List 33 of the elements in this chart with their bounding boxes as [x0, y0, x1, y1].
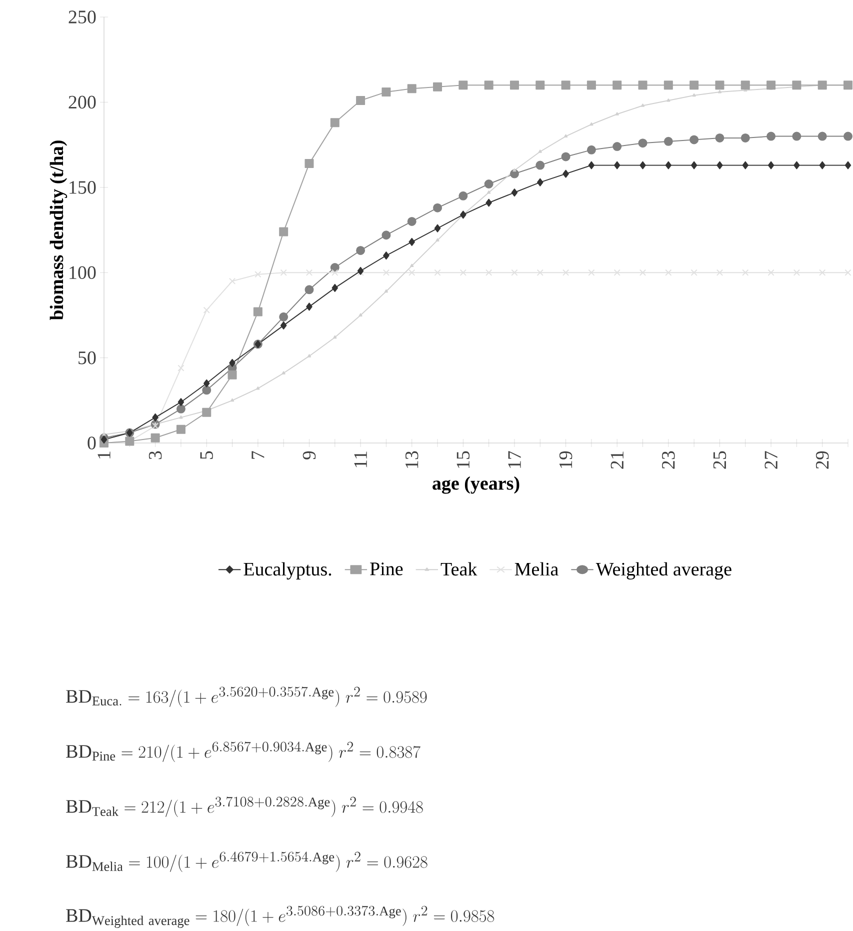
legend-label: Eucalyptus.: [244, 562, 332, 580]
legend-label: Melia: [514, 562, 558, 576]
text: $\mathrm{BD}_{\mathrm{Melia}} = 100 / ( 1 + e^{6.4679 + 1.5654.\mathrm{Age}})\ r^{2} = 0.9628$: [66, 852, 428, 872]
x-tick-label: 3: [148, 451, 162, 460]
x-tick-label: 15: [456, 451, 470, 468]
text: $\mathrm{BD}_{\mathrm{Euca.}} = 163 / ( 1 + e^{3.5620 + 0.3557.\mathrm{Age}})\ r^{2} = 0.9589$: [66, 686, 427, 707]
x-tick-label: 13: [405, 451, 418, 468]
x-tick-label: 17: [508, 451, 521, 468]
x-tick-label: 25: [713, 451, 726, 469]
y-tick-label: 250: [68, 10, 96, 24]
x-tick-label: 1: [98, 452, 110, 458]
x-tick-label: 27: [764, 451, 778, 469]
legend-label: Pine: [370, 562, 403, 576]
x-tick-label: 29: [816, 451, 829, 469]
x-axis-title: age (years): [432, 476, 520, 494]
x-tick-label: 9: [302, 451, 316, 460]
legend-label: Weighted average: [596, 562, 732, 580]
x-tick-label: 5: [200, 451, 213, 459]
y-tick-label: 200: [68, 96, 96, 109]
y-tick-label: 100: [70, 266, 96, 280]
y-tick-label: 0: [88, 436, 96, 450]
x-tick-label: 23: [662, 451, 675, 469]
y-tick-label: 50: [78, 351, 96, 364]
text: $\mathrm{BD}_{\mathrm{Teak}} = 212 / ( 1 + e^{3.7108 + 0.2828.\mathrm{Age}})\ r^{2} = 0.9948$: [66, 796, 423, 817]
legend-label: Teak: [440, 562, 478, 576]
x-tick-label: 7: [252, 451, 264, 459]
y-tick-label: 150: [70, 181, 96, 194]
x-tick-label: 11: [354, 452, 367, 468]
y-axis-title: biomass dendity (t/ha): [50, 140, 68, 320]
x-tick-label: 19: [559, 451, 572, 468]
text: $\mathrm{BD}_{\mathrm{Weighted\ average}} = 180 / ( 1 + e^{3.5086 + 0.3373.\mathrm{Age}})\ r^{2} = 0.9858$: [66, 906, 494, 928]
x-tick-label: 21: [610, 452, 624, 469]
text: $\mathrm{BD}_{\mathrm{Pine}} = 210 / ( 1 + e^{6.8567 + 0.9034.\mathrm{Age}})\ r^{2} = 0.8387$: [66, 742, 420, 762]
